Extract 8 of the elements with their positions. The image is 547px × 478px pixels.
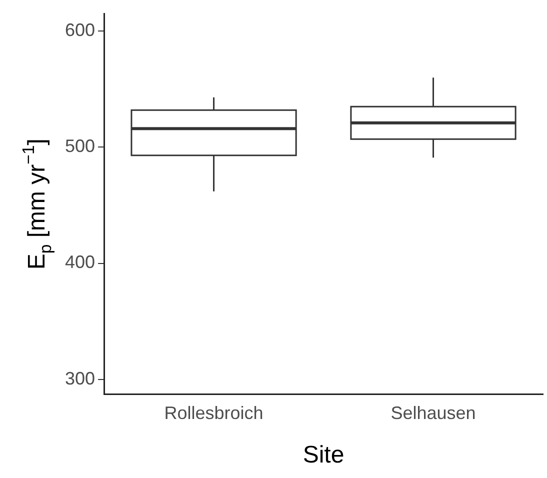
y-tick-label: 500 (64, 136, 96, 156)
x-tick-label: Selhausen (390, 403, 476, 424)
y-tick-label: 400 (64, 252, 96, 272)
y-tick-label: 300 (64, 368, 96, 388)
x-axis-title: Site (302, 442, 344, 469)
y-axis-title: Ep [mm yr−1] (19, 138, 56, 270)
y-tick-label: 600 (64, 20, 96, 40)
x-tick-label: Rollesbroich (164, 403, 264, 424)
